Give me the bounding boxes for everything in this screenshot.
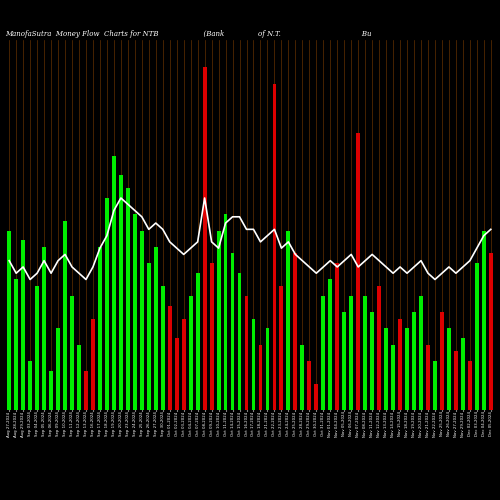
Bar <box>426 344 430 410</box>
Bar <box>230 254 234 410</box>
Bar <box>398 318 402 410</box>
Bar <box>56 328 60 410</box>
Bar <box>252 318 256 410</box>
Bar <box>266 328 270 410</box>
Bar <box>433 361 437 410</box>
Bar <box>49 371 53 410</box>
Bar <box>468 361 472 410</box>
Bar <box>224 214 228 410</box>
Bar <box>14 280 18 410</box>
Bar <box>447 328 451 410</box>
Bar <box>405 328 409 410</box>
Text: ManofaSutra  Money Flow  Charts for NTB                    (Bank               o: ManofaSutra Money Flow Charts for NTB (B… <box>5 30 372 38</box>
Bar <box>21 240 25 410</box>
Bar <box>377 286 381 410</box>
Bar <box>356 132 360 410</box>
Bar <box>84 371 88 410</box>
Bar <box>8 230 11 410</box>
Bar <box>140 230 143 410</box>
Bar <box>294 254 298 410</box>
Bar <box>168 306 172 410</box>
Bar <box>391 344 395 410</box>
Bar <box>322 296 325 410</box>
Bar <box>272 84 276 410</box>
Bar <box>91 318 95 410</box>
Bar <box>440 312 444 410</box>
Bar <box>70 296 74 410</box>
Bar <box>189 296 192 410</box>
Bar <box>342 312 346 410</box>
Bar <box>154 247 158 410</box>
Bar <box>350 296 353 410</box>
Bar <box>336 263 339 410</box>
Bar <box>216 230 220 410</box>
Bar <box>370 312 374 410</box>
Bar <box>419 296 423 410</box>
Bar <box>475 263 479 410</box>
Bar <box>28 361 32 410</box>
Bar <box>238 273 242 410</box>
Bar <box>300 344 304 410</box>
Bar <box>202 68 206 410</box>
Bar <box>126 188 130 410</box>
Bar <box>286 230 290 410</box>
Bar <box>196 273 200 410</box>
Bar <box>105 198 109 410</box>
Bar <box>147 263 150 410</box>
Bar <box>384 328 388 410</box>
Bar <box>175 338 178 410</box>
Bar <box>112 156 116 410</box>
Bar <box>489 254 492 410</box>
Bar <box>161 286 164 410</box>
Bar <box>364 296 367 410</box>
Bar <box>328 280 332 410</box>
Bar <box>77 344 81 410</box>
Bar <box>454 352 458 410</box>
Bar <box>482 230 486 410</box>
Bar <box>98 247 102 410</box>
Bar <box>63 221 67 410</box>
Bar <box>258 344 262 410</box>
Bar <box>280 286 283 410</box>
Bar <box>35 286 39 410</box>
Bar <box>244 296 248 410</box>
Bar <box>119 175 123 410</box>
Bar <box>133 214 136 410</box>
Bar <box>314 384 318 410</box>
Bar <box>210 263 214 410</box>
Bar <box>308 361 311 410</box>
Bar <box>412 312 416 410</box>
Bar <box>461 338 465 410</box>
Bar <box>42 247 46 410</box>
Bar <box>182 318 186 410</box>
